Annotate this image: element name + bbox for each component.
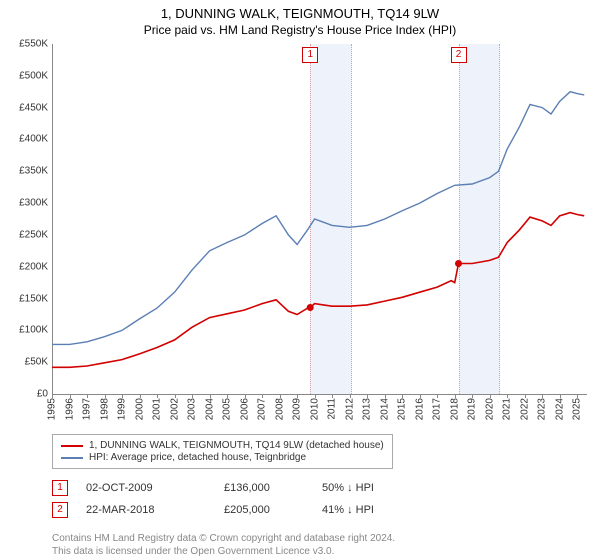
xtick-label: 2004 <box>204 398 215 420</box>
xtick-label: 2012 <box>344 398 355 420</box>
xtick-label: 2003 <box>187 398 198 420</box>
xtick-label: 2018 <box>449 398 460 420</box>
xtick-label: 2021 <box>502 398 513 420</box>
line-series-svg <box>52 44 586 394</box>
sale-pct: 41% ↓ HPI <box>322 504 422 516</box>
legend: 1, DUNNING WALK, TEIGNMOUTH, TQ14 9LW (d… <box>52 434 393 469</box>
sale-row-marker: 1 <box>52 480 68 496</box>
xtick-label: 1998 <box>99 398 110 420</box>
sale-date: 02-OCT-2009 <box>86 482 206 494</box>
xtick-label: 2013 <box>362 398 373 420</box>
chart-container: { "title": "1, DUNNING WALK, TEIGNMOUTH,… <box>0 0 600 560</box>
xtick-label: 2025 <box>572 398 583 420</box>
sale-price: £136,000 <box>224 482 304 494</box>
ytick-label: £400K <box>4 134 48 145</box>
ytick-label: £350K <box>4 166 48 177</box>
ytick-label: £200K <box>4 261 48 272</box>
ytick-label: £100K <box>4 325 48 336</box>
legend-item: 1, DUNNING WALK, TEIGNMOUTH, TQ14 9LW (d… <box>61 440 384 451</box>
sale-price: £205,000 <box>224 504 304 516</box>
xtick-label: 2010 <box>309 398 320 420</box>
ytick-label: £0 <box>4 389 48 400</box>
ytick-label: £50K <box>4 357 48 368</box>
footer-line-1: Contains HM Land Registry data © Crown c… <box>52 532 395 545</box>
ytick-label: £300K <box>4 198 48 209</box>
ytick-label: £450K <box>4 102 48 113</box>
xtick-label: 2020 <box>484 398 495 420</box>
legend-swatch <box>61 445 83 447</box>
xtick-label: 2005 <box>222 398 233 420</box>
xtick-label: 2001 <box>152 398 163 420</box>
xtick-label: 2002 <box>169 398 180 420</box>
ytick-label: £550K <box>4 39 48 50</box>
xtick-label: 2000 <box>134 398 145 420</box>
series-line <box>52 213 584 368</box>
legend-swatch <box>61 457 83 459</box>
sale-row: 2 22-MAR-2018 £205,000 41% ↓ HPI <box>52 502 422 518</box>
xtick-label: 2008 <box>274 398 285 420</box>
xtick-label: 2014 <box>379 398 390 420</box>
chart-subtitle: Price paid vs. HM Land Registry's House … <box>0 23 600 37</box>
sale-row: 1 02-OCT-2009 £136,000 50% ↓ HPI <box>52 480 422 496</box>
xtick-label: 1999 <box>117 398 128 420</box>
ytick-label: £150K <box>4 293 48 304</box>
footer-attribution: Contains HM Land Registry data © Crown c… <box>52 532 395 558</box>
xtick-label: 2011 <box>327 398 338 420</box>
xtick-label: 2024 <box>554 398 565 420</box>
xtick-label: 1995 <box>47 398 58 420</box>
xtick-label: 2009 <box>292 398 303 420</box>
xtick-label: 2017 <box>432 398 443 420</box>
sale-pct: 50% ↓ HPI <box>322 482 422 494</box>
plot-area: 12 <box>52 44 586 394</box>
sale-point-marker <box>307 304 314 311</box>
xtick-label: 1997 <box>82 398 93 420</box>
legend-label: 1, DUNNING WALK, TEIGNMOUTH, TQ14 9LW (d… <box>89 440 384 451</box>
chart-title: 1, DUNNING WALK, TEIGNMOUTH, TQ14 9LW <box>0 0 600 21</box>
legend-item: HPI: Average price, detached house, Teig… <box>61 452 384 463</box>
xtick-label: 2006 <box>239 398 250 420</box>
xtick-label: 2016 <box>414 398 425 420</box>
sale-marker-box: 1 <box>302 47 318 63</box>
xtick-label: 1996 <box>64 398 75 420</box>
xtick-label: 2007 <box>257 398 268 420</box>
sale-marker-box: 2 <box>451 47 467 63</box>
xtick-label: 2019 <box>467 398 478 420</box>
legend-label: HPI: Average price, detached house, Teig… <box>89 452 306 463</box>
sale-point-marker <box>455 260 462 267</box>
xtick-label: 2022 <box>519 398 530 420</box>
xtick-label: 2015 <box>397 398 408 420</box>
ytick-label: £250K <box>4 229 48 240</box>
series-line <box>52 92 584 345</box>
sale-date: 22-MAR-2018 <box>86 504 206 516</box>
sale-row-marker: 2 <box>52 502 68 518</box>
ytick-label: £500K <box>4 70 48 81</box>
footer-line-2: This data is licensed under the Open Gov… <box>52 545 395 558</box>
xtick-label: 2023 <box>537 398 548 420</box>
